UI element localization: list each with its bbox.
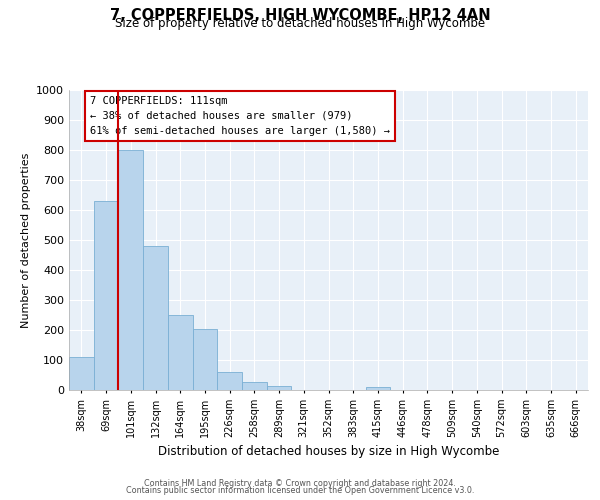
Bar	[168, 315, 193, 390]
Bar	[217, 372, 242, 390]
Bar	[365, 387, 390, 390]
Bar	[193, 328, 217, 390]
Bar	[242, 382, 267, 390]
Text: Contains HM Land Registry data © Crown copyright and database right 2024.: Contains HM Land Registry data © Crown c…	[144, 478, 456, 488]
Bar	[69, 357, 94, 390]
X-axis label: Distribution of detached houses by size in High Wycombe: Distribution of detached houses by size …	[158, 446, 499, 458]
Text: Contains public sector information licensed under the Open Government Licence v3: Contains public sector information licen…	[126, 486, 474, 495]
Text: 7, COPPERFIELDS, HIGH WYCOMBE, HP12 4AN: 7, COPPERFIELDS, HIGH WYCOMBE, HP12 4AN	[110, 8, 490, 22]
Bar	[143, 246, 168, 390]
Text: 7 COPPERFIELDS: 111sqm
← 38% of detached houses are smaller (979)
61% of semi-de: 7 COPPERFIELDS: 111sqm ← 38% of detached…	[90, 96, 390, 136]
Y-axis label: Number of detached properties: Number of detached properties	[20, 152, 31, 328]
Bar	[94, 201, 118, 390]
Text: Size of property relative to detached houses in High Wycombe: Size of property relative to detached ho…	[115, 18, 485, 30]
Bar	[118, 150, 143, 390]
Bar	[267, 386, 292, 390]
